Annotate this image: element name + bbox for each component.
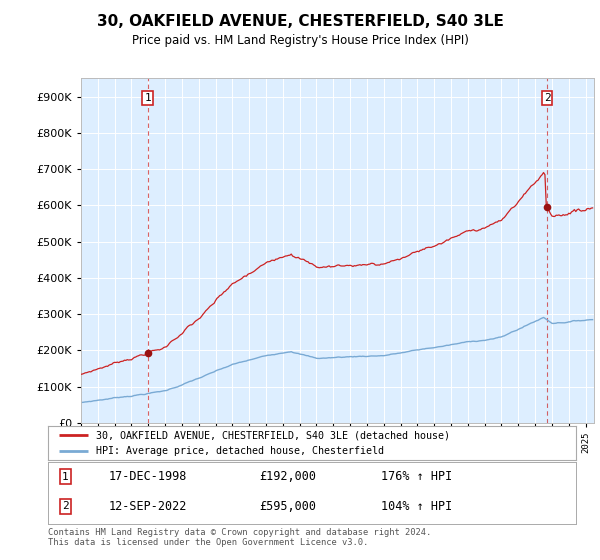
Text: £595,000: £595,000 (259, 500, 316, 513)
Text: Contains HM Land Registry data © Crown copyright and database right 2024.
This d: Contains HM Land Registry data © Crown c… (48, 528, 431, 547)
Text: 12-SEP-2022: 12-SEP-2022 (109, 500, 187, 513)
Text: £192,000: £192,000 (259, 470, 316, 483)
Text: 30, OAKFIELD AVENUE, CHESTERFIELD, S40 3LE: 30, OAKFIELD AVENUE, CHESTERFIELD, S40 3… (97, 14, 503, 29)
Text: 17-DEC-1998: 17-DEC-1998 (109, 470, 187, 483)
Text: HPI: Average price, detached house, Chesterfield: HPI: Average price, detached house, Ches… (95, 446, 383, 456)
Text: 104% ↑ HPI: 104% ↑ HPI (380, 500, 452, 513)
Text: 2: 2 (62, 501, 69, 511)
Text: Price paid vs. HM Land Registry's House Price Index (HPI): Price paid vs. HM Land Registry's House … (131, 34, 469, 46)
Text: 2: 2 (544, 94, 550, 104)
Text: 1: 1 (144, 94, 151, 104)
Text: 30, OAKFIELD AVENUE, CHESTERFIELD, S40 3LE (detached house): 30, OAKFIELD AVENUE, CHESTERFIELD, S40 3… (95, 430, 449, 440)
Text: 1: 1 (62, 472, 69, 482)
Text: 176% ↑ HPI: 176% ↑ HPI (380, 470, 452, 483)
